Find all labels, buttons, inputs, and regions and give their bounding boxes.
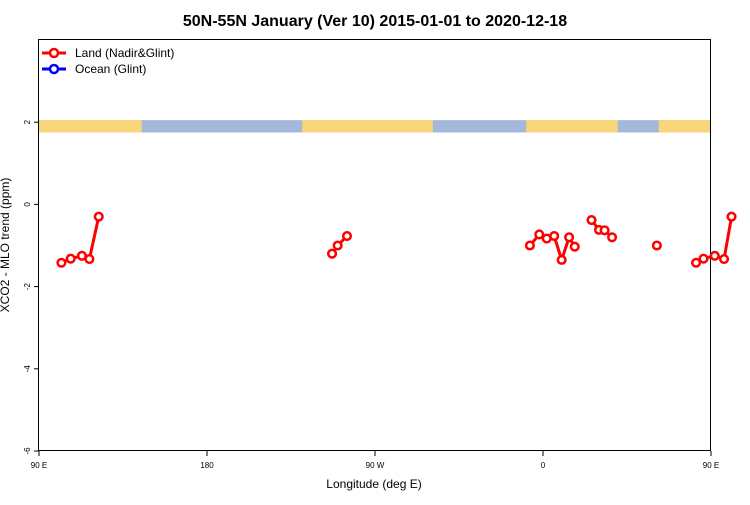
legend-land-label: Land (Nadir&Glint) [75, 46, 174, 60]
y-tick-label: -4 [23, 365, 32, 373]
x-tick-label: 90 E [31, 461, 47, 470]
land-segment [39, 120, 142, 133]
y-axis-label: XCO2 - MLO trend (ppm) [0, 178, 12, 313]
data-point [549, 230, 560, 242]
data-point [534, 229, 545, 240]
land-segment [658, 120, 711, 133]
data-point [599, 225, 610, 236]
plot-frame [38, 39, 711, 451]
x-axis-label: Longitude (deg E) [326, 477, 421, 491]
x-tick-label: 0 [541, 461, 546, 470]
data-point [65, 253, 76, 264]
data-point [607, 232, 618, 243]
data-point [709, 250, 720, 261]
chart-title: 50N-55N January (Ver 10) 2015-01-01 to 2… [183, 13, 567, 30]
legend-ocean-label: Ocean (Glint) [75, 62, 146, 76]
legend-land-marker [48, 47, 60, 59]
data-point [327, 248, 338, 259]
data-point [93, 211, 104, 222]
data-point [726, 211, 737, 222]
x-tick-label: 180 [200, 461, 214, 470]
data-point [691, 257, 702, 268]
data-point [84, 254, 95, 265]
data-point [332, 240, 343, 251]
data-point [56, 257, 67, 268]
y-tick-label: -6 [23, 447, 32, 455]
legend-ocean-marker [48, 63, 60, 75]
legend: Land (Nadir&Glint) Ocean (Glint) [42, 46, 174, 76]
y-tick-label: 0 [23, 202, 32, 207]
data-point [341, 230, 353, 242]
y-tick-label: 2 [23, 119, 32, 124]
data-point [524, 240, 535, 251]
data-point [719, 254, 730, 265]
y-tick-label: -2 [23, 282, 32, 290]
data-point [564, 232, 575, 243]
land-segment [526, 120, 618, 133]
data-point [569, 241, 580, 252]
x-tick-label: 90 W [366, 461, 385, 470]
series-layer [56, 211, 737, 268]
series-0 [56, 211, 737, 268]
data-point [698, 253, 709, 264]
data-point [651, 240, 662, 251]
data-point [586, 214, 597, 226]
land-segment [302, 120, 433, 133]
land-ocean-strip [39, 120, 711, 133]
axes: 90 E 180 90 W 0 90 E -6 -4 -2 0 2 [23, 119, 719, 470]
data-point [556, 254, 567, 265]
x-tick-label: 90 E [703, 461, 719, 470]
